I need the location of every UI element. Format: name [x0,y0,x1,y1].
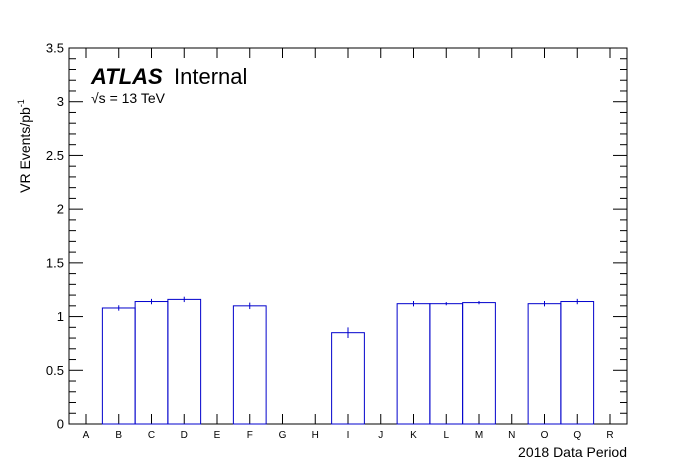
histogram-bar [429,303,464,425]
y-axis-title: VR Events/pb-1 [16,99,33,193]
histogram-bar [527,303,562,425]
x-tick-label: I [347,430,350,441]
atlas-label: ATLAS [90,64,163,89]
svg-text:VR Events/pb-1: VR Events/pb-1 [16,99,33,193]
x-tick-label: R [606,430,613,441]
y-tick-label: 3 [57,94,64,109]
energy-label: √s = 13 TeV [91,90,166,106]
x-tick-label: L [443,430,449,441]
y-tick-label: 0.5 [46,363,64,378]
y-tick-label: 1 [57,309,64,324]
x-tick-label: H [312,430,319,441]
y-axis-tick-labels: 0 0.5 1 1.5 2 2.5 3 3.5 [46,41,64,432]
x-tick-label: D [181,430,188,441]
histogram-bar [134,301,169,425]
histogram-bar [167,298,202,425]
y-axis-ticks [69,47,627,425]
error-bars [118,296,578,339]
histogram-bar [396,303,431,425]
x-tick-label: F [247,430,253,441]
y-axis-title-sup: -1 [16,99,26,107]
y-tick-label: 3.5 [46,41,64,56]
histogram-bar [560,301,595,425]
x-tick-label: G [279,430,287,441]
x-tick-label: C [148,430,155,441]
x-axis-ticks [85,48,611,424]
histogram-bar [462,302,496,425]
x-tick-label: B [115,430,122,441]
x-tick-label: J [378,430,383,441]
y-tick-label: 1.5 [46,255,64,270]
x-tick-label: E [214,430,221,441]
histogram-bar [331,332,365,425]
x-tick-label: K [410,430,417,441]
x-tick-label: O [541,430,549,441]
y-axis-title-main: VR Events/pb [17,107,33,193]
histogram-bar [101,307,136,425]
internal-label: Internal [174,64,247,89]
y-tick-label: 0 [57,417,64,432]
x-tick-label: M [475,430,483,441]
x-tick-label: N [508,430,515,441]
histogram-bars [101,298,595,425]
x-axis-title: 2018 Data Period [518,444,627,460]
y-tick-label: 2.5 [46,148,64,163]
y-tick-label: 2 [57,202,64,217]
histogram-bar [232,305,267,425]
x-tick-label: A [83,430,90,441]
x-tick-label: Q [573,430,581,441]
